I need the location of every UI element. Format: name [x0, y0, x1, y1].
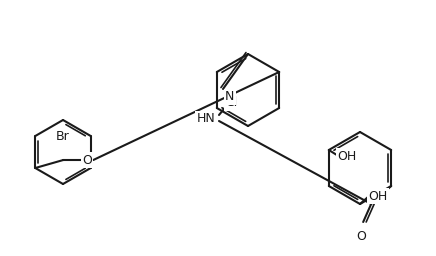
- Text: Br: Br: [56, 130, 70, 143]
- Text: OH: OH: [368, 189, 387, 202]
- Text: O: O: [82, 154, 92, 166]
- Text: OH: OH: [337, 150, 356, 163]
- Text: O: O: [356, 230, 366, 243]
- Text: Cl: Cl: [225, 97, 237, 110]
- Text: N: N: [225, 91, 235, 103]
- Text: HN: HN: [196, 112, 215, 125]
- Text: O: O: [82, 154, 92, 166]
